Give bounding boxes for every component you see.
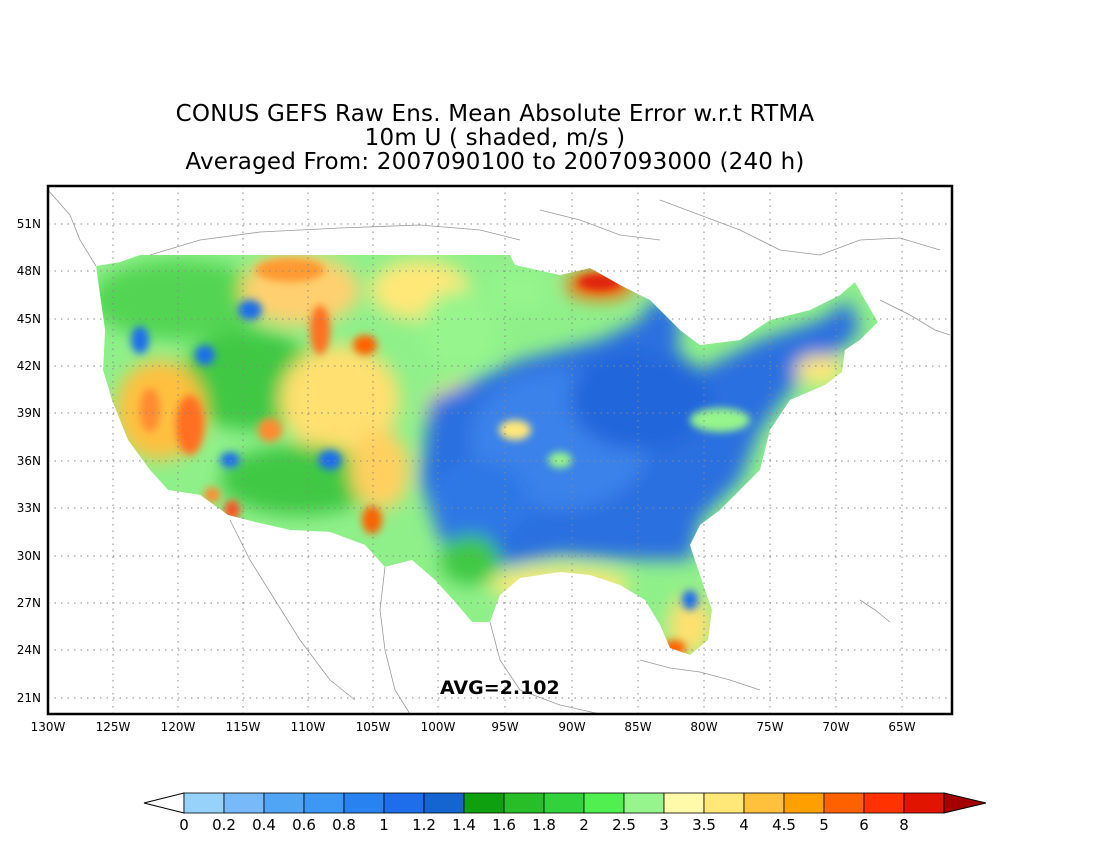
colorbar-segment <box>503 792 545 814</box>
colorbar-segment <box>823 792 865 814</box>
error-field <box>96 255 878 655</box>
lon-tick-label: 105W <box>356 720 391 734</box>
colorbar-segment <box>863 792 905 814</box>
lon-tick-label: 100W <box>421 720 456 734</box>
colorbar-label: 2 <box>579 816 589 834</box>
colorbar-label: 1.6 <box>492 816 516 834</box>
colorbar-label: 1.4 <box>452 816 476 834</box>
colorbar-label: 1 <box>379 816 389 834</box>
lon-tick-label: 95W <box>491 720 518 734</box>
lat-tick-label: 39N <box>17 406 41 420</box>
colorbar-segment <box>463 792 505 814</box>
colorbar-segment <box>543 792 585 814</box>
lat-tick-label: 42N <box>17 359 41 373</box>
colorbar-segment <box>623 792 665 814</box>
lat-tick-label: 24N <box>17 643 41 657</box>
lon-tick-label: 130W <box>31 720 66 734</box>
coastline-lines <box>48 189 951 714</box>
colorbar-label: 0.8 <box>332 816 356 834</box>
title-line-3: Averaged From: 2007090100 to 2007093000 … <box>185 149 805 175</box>
lat-tick-label: 33N <box>17 501 41 515</box>
colorbar-label: 4 <box>739 816 749 834</box>
lat-tick-label: 45N <box>17 312 41 326</box>
colorbar-label: 5 <box>819 816 829 834</box>
lat-tick-label: 30N <box>17 549 41 563</box>
colorbar-label: 1.8 <box>532 816 556 834</box>
colorbar-segment <box>583 792 625 814</box>
colorbar-segment <box>183 792 225 814</box>
lon-tick-label: 115W <box>226 720 261 734</box>
colorbar-label: 2.5 <box>612 816 636 834</box>
average-annotation: AVG=2.102 <box>440 677 560 699</box>
lon-tick-label: 120W <box>161 720 196 734</box>
colorbar-label: 1.2 <box>412 816 436 834</box>
lon-tick-label: 65W <box>888 720 915 734</box>
lat-tick-label: 51N <box>17 217 41 231</box>
colorbar-segment <box>743 792 785 814</box>
colorbar-segment <box>783 792 825 814</box>
colorbar-segment <box>343 792 385 814</box>
colorbar-label: 6 <box>859 816 869 834</box>
colorbar-segment <box>223 792 265 814</box>
colorbar-label: 0.6 <box>292 816 316 834</box>
lon-tick-label: 85W <box>624 720 651 734</box>
title-line-2: 10m U ( shaded, m/s ) <box>364 125 626 151</box>
lat-lon-grid <box>48 186 952 714</box>
colorbar-label: 0.2 <box>212 816 236 834</box>
lat-tick-label: 21N <box>17 691 41 705</box>
colorbar-segment <box>663 792 705 814</box>
colorbar-under-arrow <box>143 792 185 814</box>
colorbar-label: 3.5 <box>692 816 716 834</box>
map-title: CONUS GEFS Raw Ens. Mean Absolute Error … <box>0 102 990 174</box>
colorbar-label: 0 <box>179 816 189 834</box>
lat-tick-label: 36N <box>17 454 41 468</box>
lon-axis: 130W 125W 120W 115W 110W 105W 100W 95W 9… <box>31 720 916 734</box>
colorbar-segment <box>303 792 345 814</box>
lon-tick-label: 110W <box>291 720 326 734</box>
colorbar-segment <box>703 792 745 814</box>
lat-tick-label: 27N <box>17 596 41 610</box>
title-line-1: CONUS GEFS Raw Ens. Mean Absolute Error … <box>175 101 815 127</box>
colorbar-over-arrow <box>943 792 987 814</box>
colorbar-label: 4.5 <box>772 816 796 834</box>
colorbar-label: 0.4 <box>252 816 276 834</box>
lat-tick-label: 48N <box>17 264 41 278</box>
lon-tick-label: 80W <box>690 720 717 734</box>
lon-tick-label: 75W <box>756 720 783 734</box>
lon-tick-label: 125W <box>96 720 131 734</box>
colorbar-segment <box>903 792 945 814</box>
colorbar-label: 8 <box>899 816 909 834</box>
lat-axis: 51N 48N 45N 42N 39N 36N 33N 30N 27N 24N … <box>17 217 41 705</box>
colorbar: 0 0.2 0.4 0.6 0.8 1 1.2 1.4 1.6 1.8 2 2.5 3 3.5 4 4.5 5 6… <box>143 792 987 834</box>
colorbar-label: 3 <box>659 816 669 834</box>
colorbar-segment <box>423 792 465 814</box>
colorbar-segment <box>383 792 425 814</box>
lon-tick-label: 90W <box>558 720 585 734</box>
colorbar-segment <box>263 792 305 814</box>
map-frame <box>46 184 954 716</box>
lon-tick-label: 70W <box>822 720 849 734</box>
